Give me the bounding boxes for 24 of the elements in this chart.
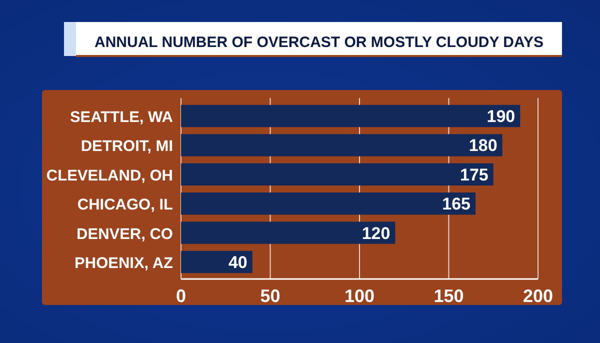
data-label: 120	[362, 224, 390, 243]
bar	[181, 134, 502, 156]
x-tick-label: 200	[522, 286, 554, 306]
y-tick-label: SEATTLE, WA	[70, 109, 173, 126]
x-tick-label: 150	[434, 286, 464, 306]
bar	[181, 192, 476, 215]
y-tick-label: DETROIT, MI	[80, 138, 173, 156]
data-label: 190	[486, 107, 516, 126]
chart-title: ANNUAL NUMBER OF OVERCAST OR MOSTLY CLOUDY DAYS	[94, 34, 544, 51]
x-tick-label: 0	[176, 286, 186, 306]
bar	[181, 250, 252, 274]
y-tick-label: CLEVELAND, OH	[46, 167, 173, 184]
data-label: 180	[468, 136, 498, 156]
x-tick-label: 50	[260, 286, 280, 306]
y-tick-label: PHOENIX, AZ	[74, 254, 174, 272]
data-label: 175	[460, 165, 488, 184]
x-tick-label: 100	[344, 286, 375, 306]
bar	[181, 104, 520, 128]
data-label: 165	[442, 194, 471, 214]
bar	[181, 163, 494, 186]
bar	[181, 222, 396, 244]
y-tick-label: CHICAGO, IL	[77, 196, 173, 214]
y-tick-label: DENVER, CO	[76, 226, 173, 243]
data-label: 40	[228, 252, 248, 272]
